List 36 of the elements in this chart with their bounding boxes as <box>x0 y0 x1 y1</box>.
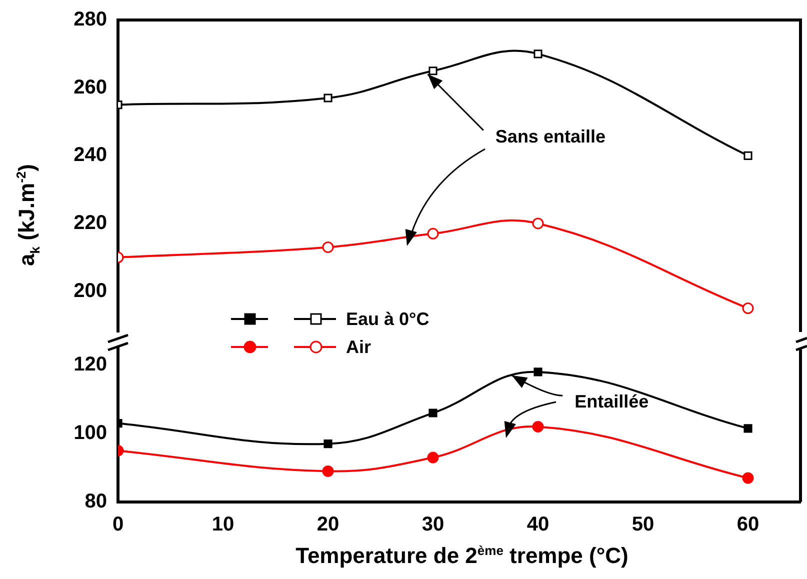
point <box>534 368 542 376</box>
legend-label: Air <box>346 336 372 359</box>
point <box>427 228 439 240</box>
point <box>322 241 334 253</box>
annotation: Entaillée <box>574 392 649 412</box>
x-tick-label: 0 <box>112 514 124 536</box>
point <box>534 50 542 58</box>
y-tick-label: 80 <box>84 490 107 513</box>
point <box>322 465 334 477</box>
point <box>324 94 332 102</box>
x-tick-label: 50 <box>632 514 654 536</box>
point <box>744 151 752 160</box>
y-tick-label: 220 <box>74 212 107 234</box>
legend-label: Eau à 0°C <box>346 308 430 331</box>
point <box>428 408 438 418</box>
point <box>324 440 332 448</box>
point <box>532 420 544 432</box>
y-tick-label: 120 <box>74 354 107 376</box>
y-tick-label: 240 <box>74 144 107 166</box>
y-tick-label: 100 <box>74 422 107 444</box>
x-tick-label: 60 <box>736 514 760 536</box>
point <box>428 66 438 76</box>
x-tick-label: 30 <box>422 514 444 536</box>
point <box>742 472 754 484</box>
point <box>742 302 754 314</box>
y-tick-label: 200 <box>74 280 107 302</box>
y-tick-label: 280 <box>74 8 107 31</box>
y-tick-label: 260 <box>74 76 107 98</box>
x-tick-label: 40 <box>526 514 550 536</box>
point <box>532 218 544 230</box>
x-tick-label: 20 <box>316 514 340 536</box>
annotation: Sans entaille <box>495 126 606 146</box>
point <box>744 424 752 433</box>
x-tick-label: 10 <box>212 514 234 536</box>
point <box>427 452 439 464</box>
x-axis-title: Temperature de 2$^{ème}$ trempe (°C) <box>296 542 628 570</box>
